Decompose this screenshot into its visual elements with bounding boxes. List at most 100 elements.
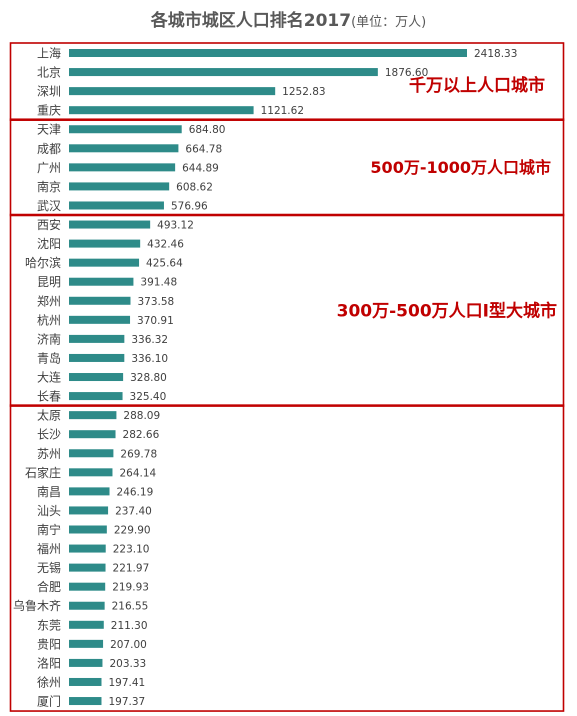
data-label: 197.41 xyxy=(108,677,145,689)
bar xyxy=(69,277,134,286)
data-label: 237.40 xyxy=(115,505,152,517)
data-label: 391.48 xyxy=(140,277,177,289)
bar xyxy=(69,392,123,401)
data-label: 207.00 xyxy=(110,639,147,651)
bar xyxy=(69,620,104,629)
bar xyxy=(69,373,124,382)
category-label: 哈尔滨 xyxy=(25,255,61,270)
data-label: 336.10 xyxy=(131,353,168,365)
data-label: 684.80 xyxy=(189,124,226,136)
data-label: 576.96 xyxy=(171,200,208,212)
category-label: 杭州 xyxy=(37,312,61,327)
group-label-2: 500万-1000万人口城市 xyxy=(370,158,551,177)
category-label: 福州 xyxy=(37,541,61,556)
category-label: 上海 xyxy=(37,46,61,61)
data-label: 282.66 xyxy=(123,429,160,441)
data-label: 288.09 xyxy=(123,410,160,422)
data-label: 1252.83 xyxy=(282,86,325,98)
bar xyxy=(69,258,140,267)
category-label: 乌鲁木齐 xyxy=(13,598,61,613)
group-box-2 xyxy=(9,118,565,217)
bar xyxy=(69,677,102,686)
bar xyxy=(69,182,170,191)
data-label: 493.12 xyxy=(157,220,194,232)
category-label: 北京 xyxy=(37,66,61,80)
bar xyxy=(69,582,106,591)
bar xyxy=(69,239,141,248)
data-label: 264.14 xyxy=(119,467,156,479)
category-label: 郑州 xyxy=(37,293,61,308)
category-label: 沈阳 xyxy=(37,236,61,251)
bar xyxy=(69,163,176,172)
bar xyxy=(69,506,109,515)
data-label: 1876.60 xyxy=(385,67,428,79)
bar xyxy=(69,525,107,534)
data-label: 229.90 xyxy=(114,525,151,537)
bar xyxy=(69,697,102,706)
category-label: 贵阳 xyxy=(37,637,61,651)
bar xyxy=(69,220,151,229)
category-label: 济南 xyxy=(37,331,61,346)
data-label: 269.78 xyxy=(120,448,157,460)
chart-title: 各城市城区人口排名2017(单位：万人) xyxy=(0,6,577,31)
bar xyxy=(69,563,106,572)
category-label: 南昌 xyxy=(37,484,61,499)
category-label: 东莞 xyxy=(37,618,61,632)
bar xyxy=(69,353,125,362)
bar xyxy=(69,468,113,477)
data-label: 432.46 xyxy=(147,239,184,251)
category-label: 深圳 xyxy=(37,85,61,99)
bar xyxy=(69,106,254,115)
bar xyxy=(69,334,125,343)
data-label: 370.91 xyxy=(137,315,174,327)
category-label: 南宁 xyxy=(37,522,61,537)
category-label: 西安 xyxy=(37,217,61,232)
category-label: 石家庄 xyxy=(25,465,61,480)
category-label: 大连 xyxy=(37,370,61,385)
category-label: 长沙 xyxy=(37,428,61,442)
group-label-3: 300万-500万人口I型大城市 xyxy=(337,300,557,321)
category-label: 太原 xyxy=(37,408,61,423)
data-label: 219.93 xyxy=(112,582,149,594)
category-label: 昆明 xyxy=(37,275,61,289)
bar xyxy=(69,601,105,610)
data-label: 373.58 xyxy=(137,296,174,308)
bar xyxy=(69,449,114,458)
bar xyxy=(69,487,110,496)
data-label: 608.62 xyxy=(176,181,213,193)
category-label: 长春 xyxy=(37,390,61,404)
data-label: 1121.62 xyxy=(261,105,304,117)
category-label: 成都 xyxy=(37,142,61,156)
category-label: 天津 xyxy=(37,123,61,137)
data-label: 644.89 xyxy=(182,162,219,174)
group-box-1 xyxy=(9,42,565,121)
bar xyxy=(69,658,103,667)
category-label: 汕头 xyxy=(37,504,61,518)
bar xyxy=(69,430,116,439)
category-label: 武汉 xyxy=(37,199,61,213)
data-label: 425.64 xyxy=(146,258,183,270)
bar xyxy=(69,544,106,553)
data-label: 246.19 xyxy=(117,486,154,498)
bar xyxy=(69,68,378,77)
data-label: 221.97 xyxy=(113,563,150,575)
data-label: 328.80 xyxy=(130,372,167,384)
category-label: 洛阳 xyxy=(37,655,61,670)
group-box-4 xyxy=(9,404,565,712)
bar xyxy=(69,125,182,134)
data-label: 664.78 xyxy=(185,143,222,155)
bar xyxy=(69,315,131,324)
data-label: 203.33 xyxy=(109,658,146,670)
data-label: 223.10 xyxy=(113,544,150,556)
bar xyxy=(69,639,104,648)
bar xyxy=(69,144,179,153)
chart-title-text: 各城市城区人口排名2017 xyxy=(150,11,352,31)
group-box-3 xyxy=(9,213,565,407)
data-label: 336.32 xyxy=(131,334,168,346)
category-label: 苏州 xyxy=(37,447,61,461)
bar xyxy=(69,49,467,57)
category-label: 厦门 xyxy=(37,694,61,709)
bar xyxy=(69,296,131,305)
bar xyxy=(69,87,276,96)
